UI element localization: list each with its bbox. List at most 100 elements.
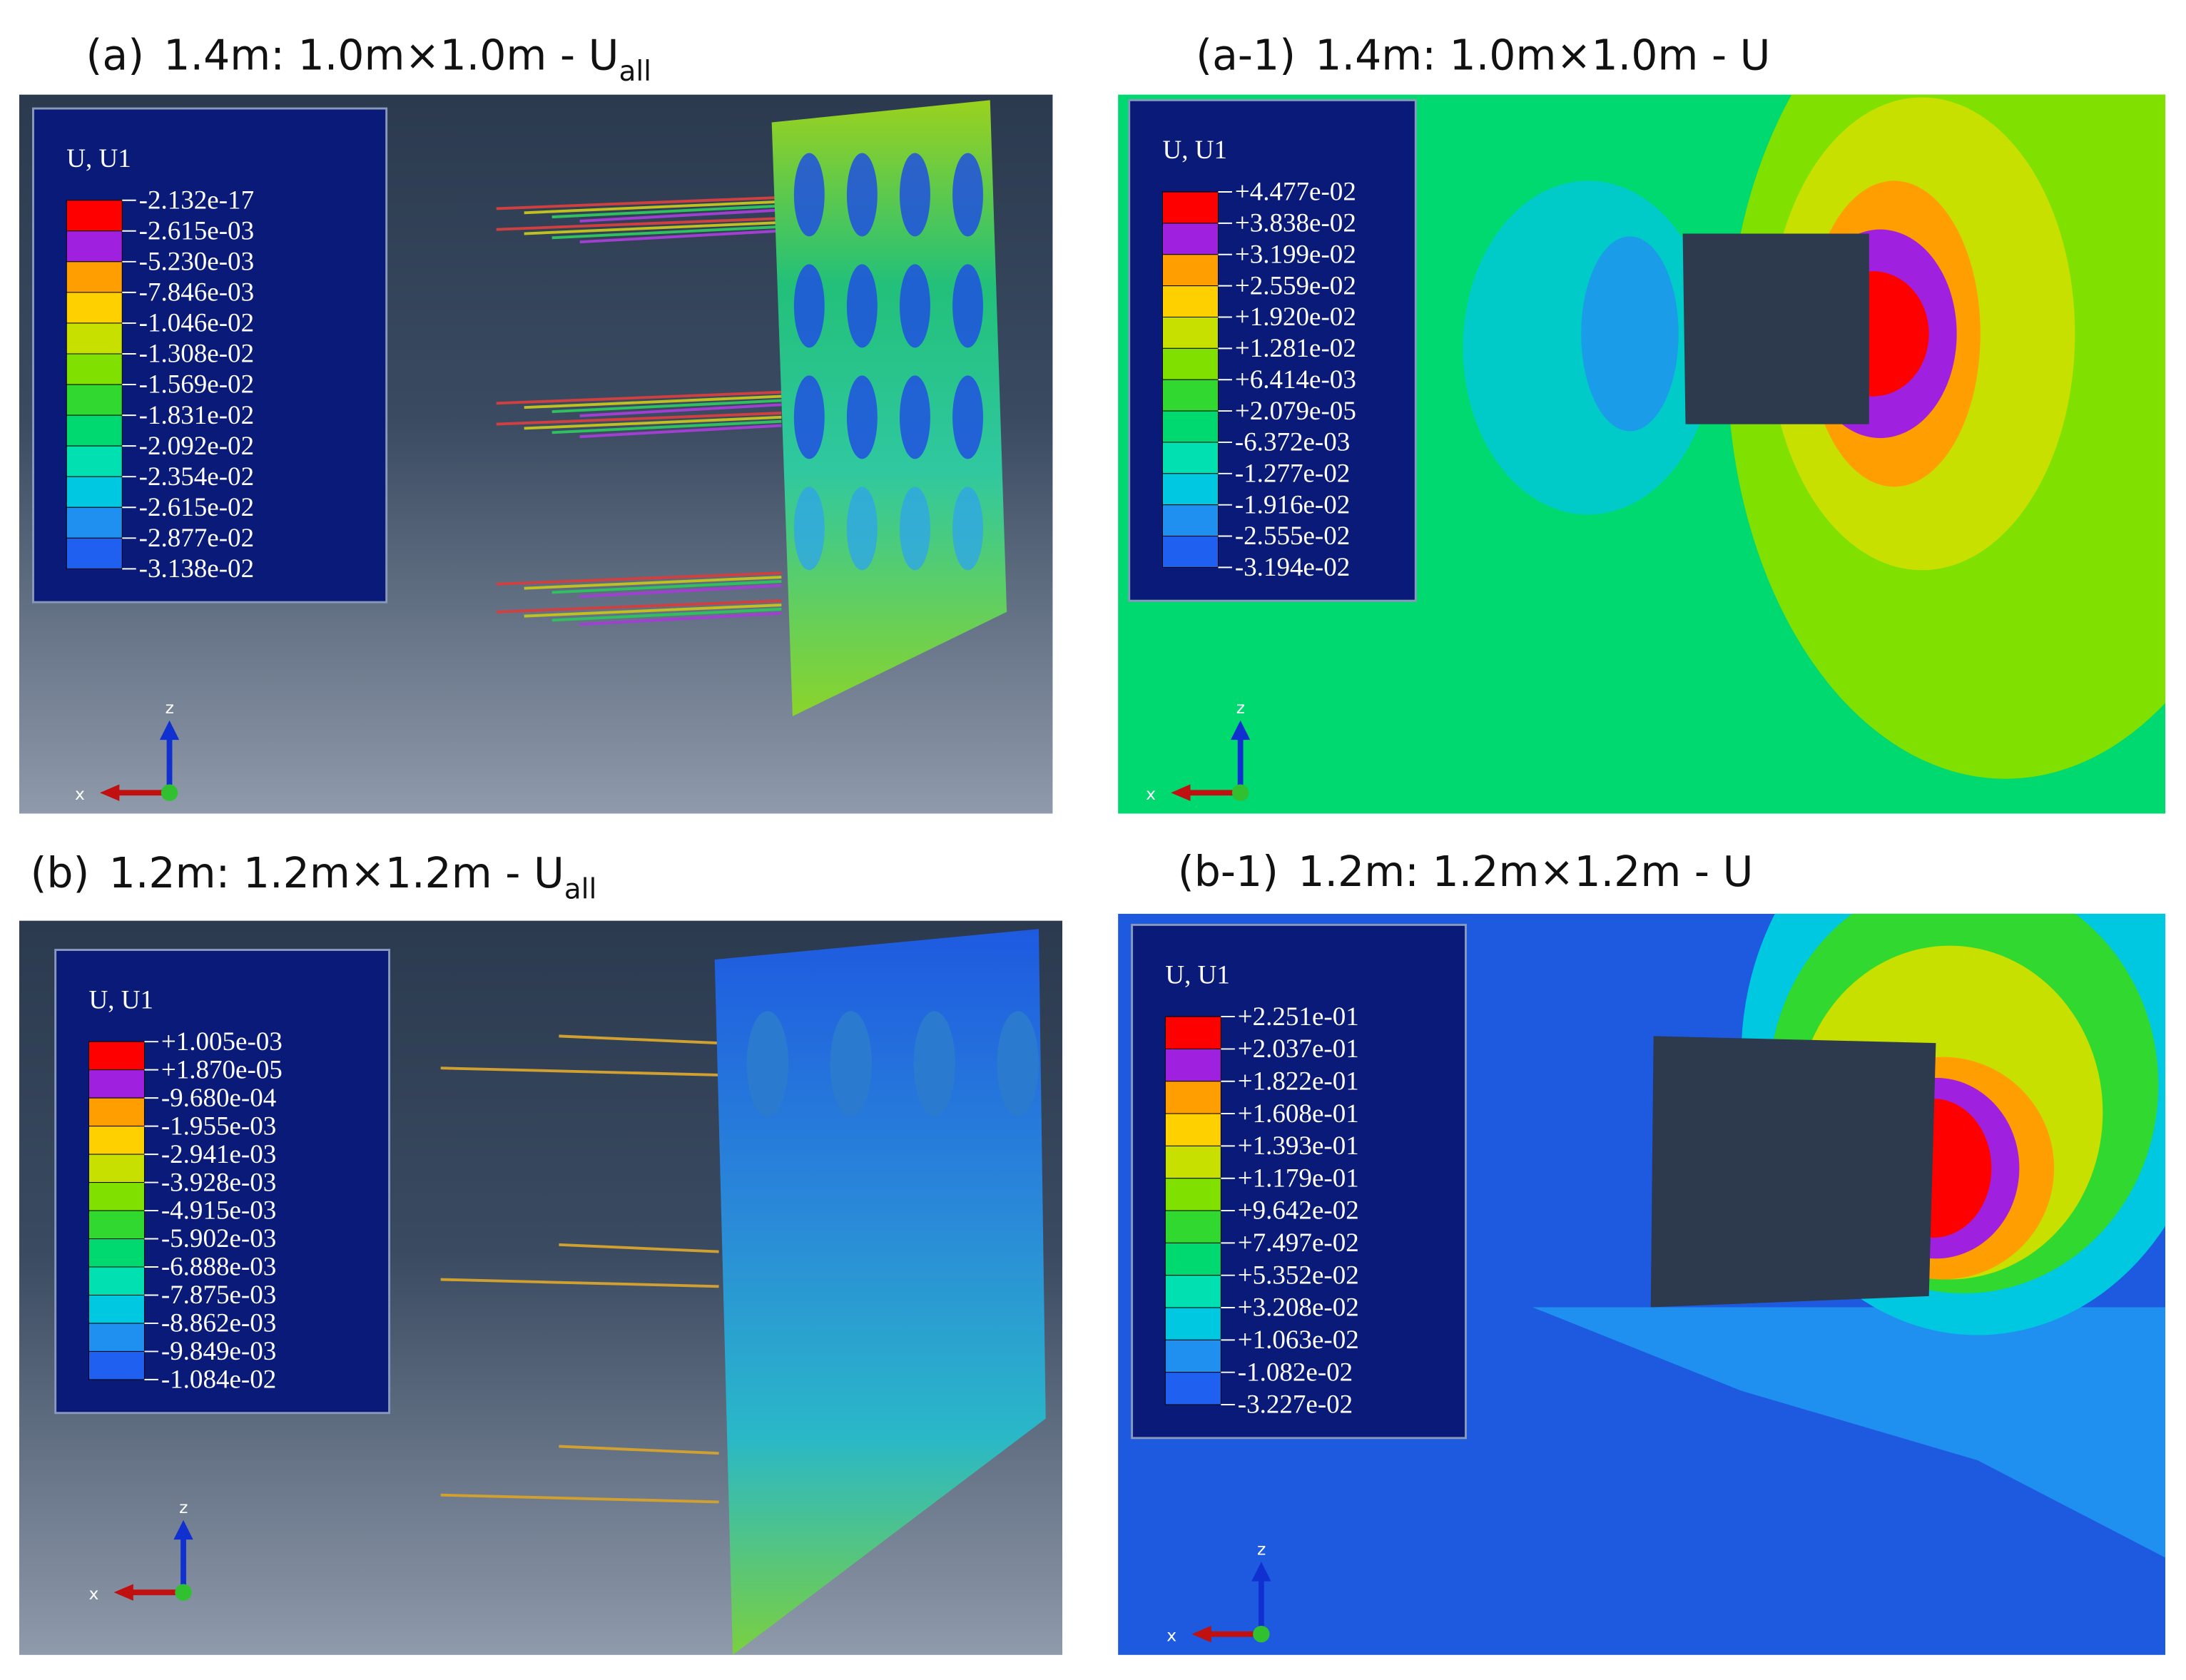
axis-z-label: z bbox=[179, 1497, 188, 1517]
legend-swatch bbox=[66, 353, 123, 385]
legend-value: -2.092e-02 bbox=[139, 432, 254, 461]
legend-swatch bbox=[1161, 285, 1219, 317]
axis-z-label: z bbox=[1257, 1539, 1266, 1559]
contour bbox=[1532, 1307, 2166, 1558]
legend-swatch bbox=[1164, 1275, 1221, 1308]
legend-swatch bbox=[1164, 1242, 1221, 1276]
legend-swatch bbox=[1161, 191, 1219, 224]
legend-value: +1.870e-05 bbox=[161, 1055, 283, 1084]
panel: (a) 1.4m: 1.0m×1.0m - Uall U, U1 -2.132e-17… bbox=[19, 31, 1053, 814]
legend-value: +1.005e-03 bbox=[161, 1027, 283, 1057]
legend-swatch bbox=[66, 384, 123, 416]
axis-z-head bbox=[173, 1519, 193, 1540]
legend-swatch bbox=[88, 1266, 145, 1295]
anchor bbox=[496, 390, 782, 405]
legend-value: -7.875e-03 bbox=[161, 1281, 276, 1310]
legend-swatch bbox=[88, 1126, 145, 1155]
legend-value: +3.838e-02 bbox=[1235, 209, 1356, 238]
panel: (b) 1.2m: 1.2m×1.2m - Uall U, U1 +1.005e-03… bbox=[19, 849, 1063, 1655]
contour bbox=[952, 153, 983, 237]
contour bbox=[900, 264, 930, 348]
axis-x-label: x bbox=[1146, 784, 1156, 804]
legend-swatch bbox=[1164, 1081, 1221, 1114]
axis-z-head bbox=[1231, 720, 1251, 740]
legend-swatch bbox=[1161, 504, 1219, 537]
anchor bbox=[496, 195, 782, 210]
anchor bbox=[496, 571, 782, 586]
legend-value: +6.414e-03 bbox=[1235, 365, 1356, 394]
legend-value: -9.849e-03 bbox=[161, 1337, 276, 1366]
legend-value: -1.916e-02 bbox=[1235, 490, 1350, 519]
legend-value: +3.199e-02 bbox=[1235, 240, 1356, 269]
contour bbox=[952, 375, 983, 459]
legend-swatch bbox=[88, 1323, 145, 1352]
anchor bbox=[551, 579, 782, 594]
legend-swatch bbox=[66, 292, 123, 324]
legend-swatch bbox=[66, 476, 123, 508]
legend-value: -9.680e-04 bbox=[161, 1084, 276, 1113]
legend-value: -1.277e-02 bbox=[1235, 459, 1350, 489]
legend-swatch bbox=[1161, 347, 1219, 380]
legend-swatch bbox=[1164, 1210, 1221, 1243]
legend-value: -3.928e-03 bbox=[161, 1168, 276, 1197]
legend-value: +2.079e-05 bbox=[1235, 397, 1356, 426]
legend-swatch bbox=[1161, 410, 1219, 443]
legend-value: +2.037e-01 bbox=[1238, 1034, 1359, 1064]
legend-value: -1.569e-02 bbox=[139, 370, 254, 399]
subscript: all bbox=[564, 873, 597, 905]
anchor bbox=[579, 584, 782, 599]
contour bbox=[900, 375, 930, 459]
anchor bbox=[496, 412, 782, 426]
legend-value: +1.822e-01 bbox=[1238, 1066, 1359, 1096]
anchor bbox=[496, 599, 782, 614]
anchor bbox=[551, 399, 782, 414]
axis-x-head bbox=[100, 784, 120, 801]
anchor bbox=[559, 1034, 719, 1045]
axis-y bbox=[1253, 1625, 1270, 1643]
legend-value: -2.555e-02 bbox=[1235, 521, 1350, 551]
legend-value: -2.877e-02 bbox=[139, 524, 254, 553]
legend-swatch bbox=[1161, 316, 1219, 349]
anchor bbox=[440, 1278, 719, 1288]
legend-value: +1.608e-01 bbox=[1238, 1099, 1359, 1129]
anchor bbox=[579, 208, 782, 223]
contour bbox=[846, 487, 878, 571]
anchor bbox=[524, 604, 782, 618]
contour bbox=[793, 487, 825, 571]
legend-value: -8.862e-03 bbox=[161, 1309, 276, 1338]
contour bbox=[746, 1011, 789, 1117]
axis-y bbox=[175, 1584, 192, 1601]
legend-swatch bbox=[66, 230, 123, 263]
contour bbox=[846, 264, 878, 348]
anchor bbox=[551, 607, 782, 622]
legend-swatch bbox=[88, 1294, 145, 1324]
contour bbox=[793, 264, 825, 348]
legend-swatch bbox=[1161, 442, 1219, 474]
legend-value: -5.230e-03 bbox=[139, 248, 254, 277]
legend-swatch bbox=[1164, 1307, 1221, 1340]
contour bbox=[846, 375, 878, 459]
legend-value: -1.308e-02 bbox=[139, 340, 254, 369]
legend-swatch bbox=[1161, 254, 1219, 287]
legend-swatch bbox=[66, 506, 123, 539]
anchor bbox=[440, 1066, 719, 1076]
anchor bbox=[524, 394, 782, 409]
legend-value: -7.846e-03 bbox=[139, 278, 254, 307]
axis-z-label: z bbox=[1236, 698, 1245, 718]
legend-value: +1.063e-02 bbox=[1238, 1325, 1359, 1355]
contour bbox=[846, 153, 878, 237]
legend-swatch bbox=[1164, 1178, 1221, 1211]
anchor bbox=[559, 1445, 719, 1455]
anchor bbox=[524, 415, 782, 430]
contour bbox=[952, 264, 983, 348]
contour bbox=[830, 1011, 873, 1117]
panel-label: (a) bbox=[86, 31, 144, 79]
legend-value: -2.941e-03 bbox=[161, 1140, 276, 1169]
contour bbox=[900, 487, 930, 571]
contour bbox=[997, 1011, 1039, 1117]
legend-value: -2.615e-03 bbox=[139, 216, 254, 245]
legend-value: +4.477e-02 bbox=[1235, 178, 1356, 207]
legend-swatch bbox=[88, 1210, 145, 1240]
anchor bbox=[579, 611, 782, 626]
